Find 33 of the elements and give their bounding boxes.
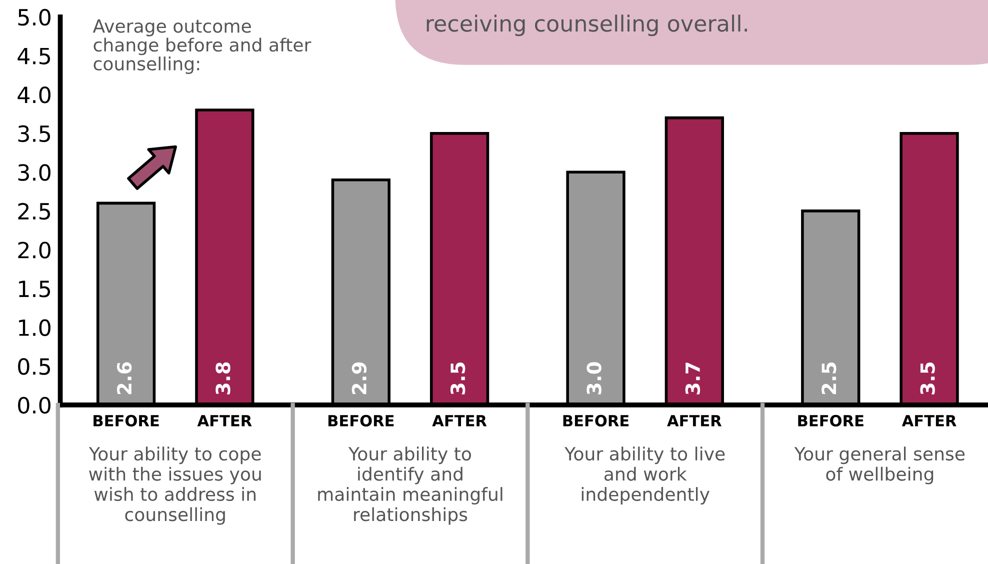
y-tick-label: 5.0 xyxy=(18,8,50,26)
x-tick-label: Your ability to identify and maintain meaningful relationships xyxy=(318,446,502,525)
data-label: 2.9 xyxy=(352,362,367,394)
y-tick-label: 2.0 xyxy=(18,242,50,258)
y-tick-label: 4.0 xyxy=(18,86,50,104)
data-label: 3.8 xyxy=(216,362,230,394)
text: BEFORE xyxy=(798,414,864,426)
series-label: BEFORE xyxy=(328,414,394,426)
y-tick-label: 1.0 xyxy=(19,319,50,336)
text: BEFORE xyxy=(94,414,159,426)
text: AFTER xyxy=(667,415,722,426)
data-label: 3.5 xyxy=(450,362,466,394)
y-tick-label: 0.5 xyxy=(18,358,50,375)
annotation: receiving counselling overall. xyxy=(426,14,747,36)
annotation: Average outcome change before and after counselling: xyxy=(92,19,312,74)
text: AFTER xyxy=(902,415,956,426)
data-label: 3.5 xyxy=(920,362,935,394)
data-label: 2.5 xyxy=(822,362,836,394)
data-label: 3.7 xyxy=(685,362,700,394)
y-tick-label: 4.5 xyxy=(18,48,50,64)
y-tick-label: 0.0 xyxy=(18,396,50,414)
x-tick-label: Your general sense of wellbeing xyxy=(794,446,965,484)
y-tick-label: 2.5 xyxy=(18,202,50,220)
data-label: 2.6 xyxy=(116,362,132,394)
x-tick-label: Your ability to cope with the issues you wish to address in counselling xyxy=(88,446,261,525)
x-tick-label: Your ability to live and work independently xyxy=(564,446,725,505)
series-label: AFTER xyxy=(197,415,252,426)
y-tick-label: 1.5 xyxy=(19,280,50,298)
text: AFTER xyxy=(432,415,487,426)
y-tick-label: 3.5 xyxy=(18,125,50,142)
y-tick-label: 3.0 xyxy=(18,164,50,181)
data-label: 3.0 xyxy=(586,362,602,394)
text: BEFORE xyxy=(563,414,628,426)
